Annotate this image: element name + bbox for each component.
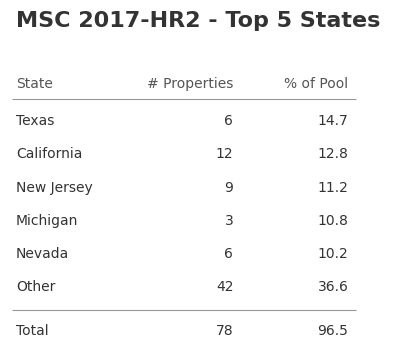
Text: 14.7: 14.7 (318, 114, 349, 128)
Text: California: California (16, 147, 82, 161)
Text: % of Pool: % of Pool (284, 78, 349, 91)
Text: 3: 3 (225, 214, 234, 228)
Text: 10.2: 10.2 (318, 247, 349, 261)
Text: State: State (16, 78, 53, 91)
Text: Nevada: Nevada (16, 247, 69, 261)
Text: 6: 6 (225, 114, 234, 128)
Text: 10.8: 10.8 (318, 214, 349, 228)
Text: Texas: Texas (16, 114, 54, 128)
Text: Other: Other (16, 280, 55, 294)
Text: 6: 6 (225, 247, 234, 261)
Text: 12: 12 (216, 147, 234, 161)
Text: 42: 42 (216, 280, 234, 294)
Text: New Jersey: New Jersey (16, 181, 93, 194)
Text: MSC 2017-HR2 - Top 5 States: MSC 2017-HR2 - Top 5 States (16, 11, 381, 31)
Text: 9: 9 (225, 181, 234, 194)
Text: # Properties: # Properties (147, 78, 234, 91)
Text: Michigan: Michigan (16, 214, 79, 228)
Text: 96.5: 96.5 (318, 324, 349, 337)
Text: 36.6: 36.6 (318, 280, 349, 294)
Text: Total: Total (16, 324, 49, 337)
Text: 12.8: 12.8 (318, 147, 349, 161)
Text: 78: 78 (216, 324, 234, 337)
Text: 11.2: 11.2 (318, 181, 349, 194)
